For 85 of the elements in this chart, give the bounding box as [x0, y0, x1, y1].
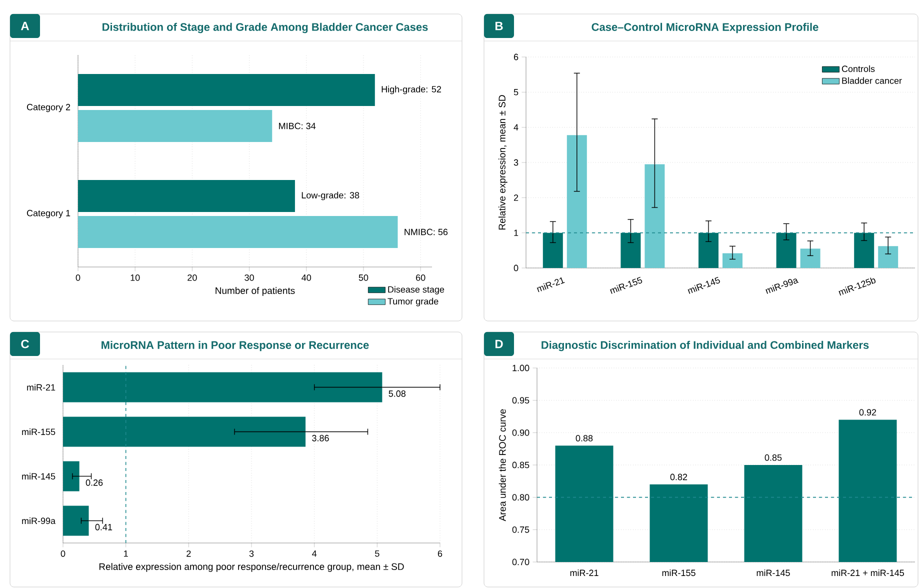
y-tick-label: miR-99a — [22, 517, 56, 524]
y-tick-label: 0.90 — [512, 429, 530, 436]
data-label: 0.92 — [859, 409, 876, 416]
legend-label: Controls — [842, 65, 875, 72]
x-tick-label: 1 — [124, 550, 128, 557]
data-label: 5.08 — [388, 390, 406, 397]
chart-title: Diagnostic Discrimination of Individual and Combined Markers — [542, 340, 869, 352]
legend-label: Disease stage — [388, 286, 444, 294]
y-tick-label: 0.70 — [512, 558, 530, 566]
bar — [644, 164, 665, 268]
bar — [78, 180, 295, 212]
y-tick-label: Category 2 — [26, 104, 70, 112]
y-tick-label: 0.85 — [512, 462, 530, 468]
bar — [63, 372, 382, 402]
bar — [542, 232, 563, 268]
legend-label: Tumor grade — [388, 298, 438, 306]
x-tick-label: 10 — [130, 274, 140, 281]
bar — [722, 253, 742, 268]
bar — [63, 506, 89, 536]
y-tick-label: 5 — [514, 89, 518, 96]
data-label: Low-grade: 38 — [302, 192, 360, 200]
bar — [698, 232, 718, 268]
data-label: High-grade: 52 — [382, 86, 441, 94]
bar — [566, 135, 587, 268]
x-tick-label: 60 — [416, 274, 426, 281]
x-axis-title: Relative expression among poor response/recurrence group, mean ± SD — [99, 563, 404, 572]
bar — [78, 216, 398, 248]
text: D — [495, 340, 503, 348]
y-tick-label: 1 — [514, 230, 518, 236]
y-tick-label: Category 1 — [26, 210, 70, 218]
y-tick-label: 0.95 — [512, 397, 530, 404]
text: B — [495, 22, 503, 30]
y-tick-label: 0.80 — [512, 494, 530, 501]
text: C — [21, 340, 30, 348]
y-tick-label: miR-155 — [22, 428, 56, 436]
bar — [800, 248, 820, 268]
bar — [78, 110, 272, 142]
chart-title: Distribution of Stage and Grade Among Bladder Cancer Cases — [102, 22, 428, 34]
x-tick-label: miR-21 + miR-145 — [832, 569, 904, 576]
data-label: 0.88 — [576, 435, 593, 442]
y-tick-label: 4 — [514, 124, 518, 130]
x-tick-label: 6 — [438, 550, 442, 557]
data-label: 0.41 — [95, 524, 112, 530]
y-tick-label: 1.00 — [512, 364, 530, 372]
y-tick-label: 3 — [514, 159, 518, 166]
x-tick-label: 0 — [76, 274, 80, 281]
x-tick-label: 0 — [60, 550, 66, 557]
x-tick-label: miR-155 — [662, 569, 696, 576]
chart-title: Case–Control MicroRNA Expression Profile — [592, 22, 818, 34]
data-label: MIBC: 34 — [279, 122, 316, 130]
bar — [854, 232, 874, 268]
x-tick-label: 50 — [358, 274, 368, 281]
bar — [63, 461, 80, 492]
text: A — [20, 22, 30, 30]
y-tick-label: 0.75 — [512, 526, 530, 533]
x-tick-label: 5 — [375, 550, 380, 557]
data-label: 0.82 — [670, 474, 688, 480]
x-tick-label: 20 — [188, 274, 197, 281]
bar — [63, 416, 306, 447]
x-tick-label: 4 — [312, 550, 317, 557]
y-tick-label: 2 — [514, 194, 518, 201]
y-axis-title: Area under the ROC curve — [498, 409, 506, 522]
bar — [78, 74, 375, 106]
x-axis-title: Number of patients — [216, 287, 295, 296]
y-tick-label: miR-145 — [22, 472, 56, 480]
y-axis-title: Relative expression, mean ± SD — [498, 95, 508, 230]
x-tick-label: 40 — [302, 274, 312, 281]
legend-label: Bladder cancer — [842, 77, 902, 84]
y-tick-label: 6 — [514, 54, 518, 60]
chart-title: MicroRNA Pattern in Poor Response or Recurrence — [102, 340, 369, 352]
y-tick-label: 0 — [514, 264, 518, 272]
data-label: 3.86 — [312, 434, 329, 442]
data-label: 0.85 — [764, 454, 782, 461]
data-label: NMIBC: 56 — [404, 228, 448, 236]
x-tick-label: 2 — [186, 550, 191, 557]
x-tick-label: 3 — [249, 550, 254, 557]
y-tick-label: miR-21 — [27, 384, 56, 390]
bar — [878, 246, 898, 268]
x-tick-label: miR-145 — [756, 569, 790, 576]
bar — [776, 232, 796, 268]
data-label: 0.26 — [86, 479, 103, 486]
bar — [620, 232, 641, 268]
x-tick-label: 30 — [244, 274, 254, 281]
x-tick-label: miR-21 — [570, 569, 598, 576]
x-tick-label: miR-21 — [536, 277, 565, 292]
